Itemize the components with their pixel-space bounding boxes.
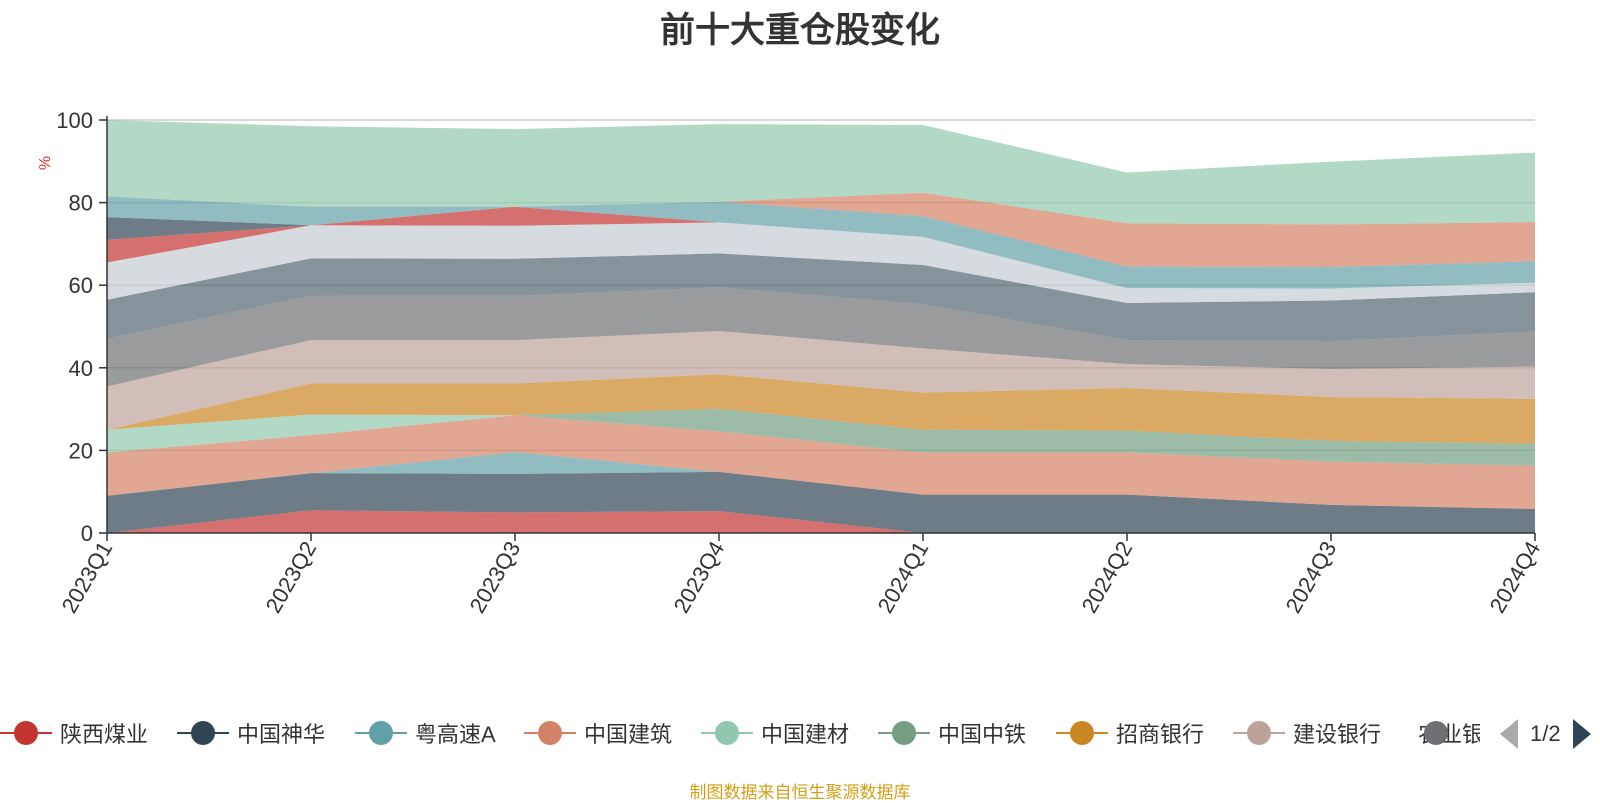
x-tick-label: 2023Q4 (669, 537, 730, 617)
legend-marker-icon (524, 719, 576, 747)
legend-label: 招商银行 (1116, 722, 1205, 747)
series-area-工商银行 (107, 222, 1535, 303)
legend-label: 中国神华 (237, 722, 326, 747)
x-tick-label: 2023Q3 (465, 537, 526, 617)
legend-item[interactable]: 陕西煤业 (0, 713, 148, 753)
series-area-陕西煤业 (107, 510, 1535, 533)
legend-marker-icon (355, 719, 407, 747)
legend-marker-icon (878, 719, 930, 747)
y-tick-label: 60 (69, 273, 93, 298)
legend-label: 中国建筑 (584, 722, 673, 747)
area-layer (107, 120, 1535, 533)
y-axis-label: % (37, 156, 54, 170)
series-area-中国神华 (107, 471, 1535, 533)
x-tick-label: 2024Q4 (1485, 537, 1546, 617)
legend-page-indicator: 1/2 (1530, 721, 1561, 746)
legend-item[interactable]: 建设银行 (1233, 713, 1381, 753)
x-tick-label: 2023Q2 (261, 537, 322, 617)
legend-pager: 1/2 (1500, 717, 1591, 751)
legend-label: 建设银行 (1293, 722, 1382, 747)
series-area-中国建材 (107, 414, 1535, 466)
y-tick-label: 0 (81, 521, 93, 546)
y-tick-label: 80 (69, 191, 93, 216)
series-area-中国建筑 (107, 415, 1535, 509)
series-area-粤高速A (107, 452, 1535, 509)
x-tick-label: 2024Q1 (873, 537, 934, 617)
series-area-农业银行 (107, 287, 1535, 387)
y-tick-label: 100 (56, 108, 93, 133)
legend-marker-icon (177, 719, 229, 747)
legend-label: 中国中铁 (938, 722, 1027, 747)
legend: 陕西煤业 中国神华 粤高速A 中国建筑 中国建材 中国中铁 招商银行 建设银行 农业银行 (0, 713, 1600, 753)
series-area-中国中铁 (107, 408, 1535, 466)
legend-item[interactable]: 中国神华 (177, 713, 325, 753)
series-area-招商银行 (107, 374, 1535, 444)
legend-item[interactable]: 粤高速A (355, 713, 496, 753)
legend-label: 粤高速A (415, 722, 496, 747)
legend-label: 中国建材 (761, 722, 850, 747)
source-note: 制图数据来自恒生聚源数据库 (689, 783, 911, 802)
triangle-left-icon[interactable] (1500, 719, 1518, 749)
series-area-中国交建 (107, 192, 1535, 267)
legend-marker-icon (701, 719, 753, 747)
legend-marker-icon (0, 719, 52, 747)
y-tick-label: 40 (69, 356, 93, 381)
legend-item[interactable]: 招商银行 (1056, 713, 1204, 753)
legend-item[interactable]: 中国中铁 (878, 713, 1026, 753)
legend-marker-icon (1233, 719, 1285, 747)
x-tick-label: 2024Q3 (1281, 537, 1342, 617)
y-tick-label: 20 (69, 438, 93, 463)
series-area-建设银行 (107, 331, 1535, 430)
x-tick-label: 2023Q1 (57, 537, 118, 617)
legend-item[interactable]: 农业银行 (1410, 713, 1480, 753)
legend-marker-icon (1056, 719, 1108, 747)
series-area-中国石油 (107, 253, 1535, 341)
legend-item[interactable]: 中国建筑 (524, 713, 672, 753)
legend-item[interactable]: 中国建材 (701, 713, 849, 753)
series-area-中国电信 (107, 120, 1535, 225)
legend-label: 陕西煤业 (60, 722, 149, 747)
x-tick-label: 2024Q2 (1077, 537, 1138, 617)
chart-title: 前十大重仓股变化 (659, 11, 940, 50)
triangle-right-icon[interactable] (1572, 719, 1591, 749)
series-area-宁沪高速 (107, 196, 1535, 289)
